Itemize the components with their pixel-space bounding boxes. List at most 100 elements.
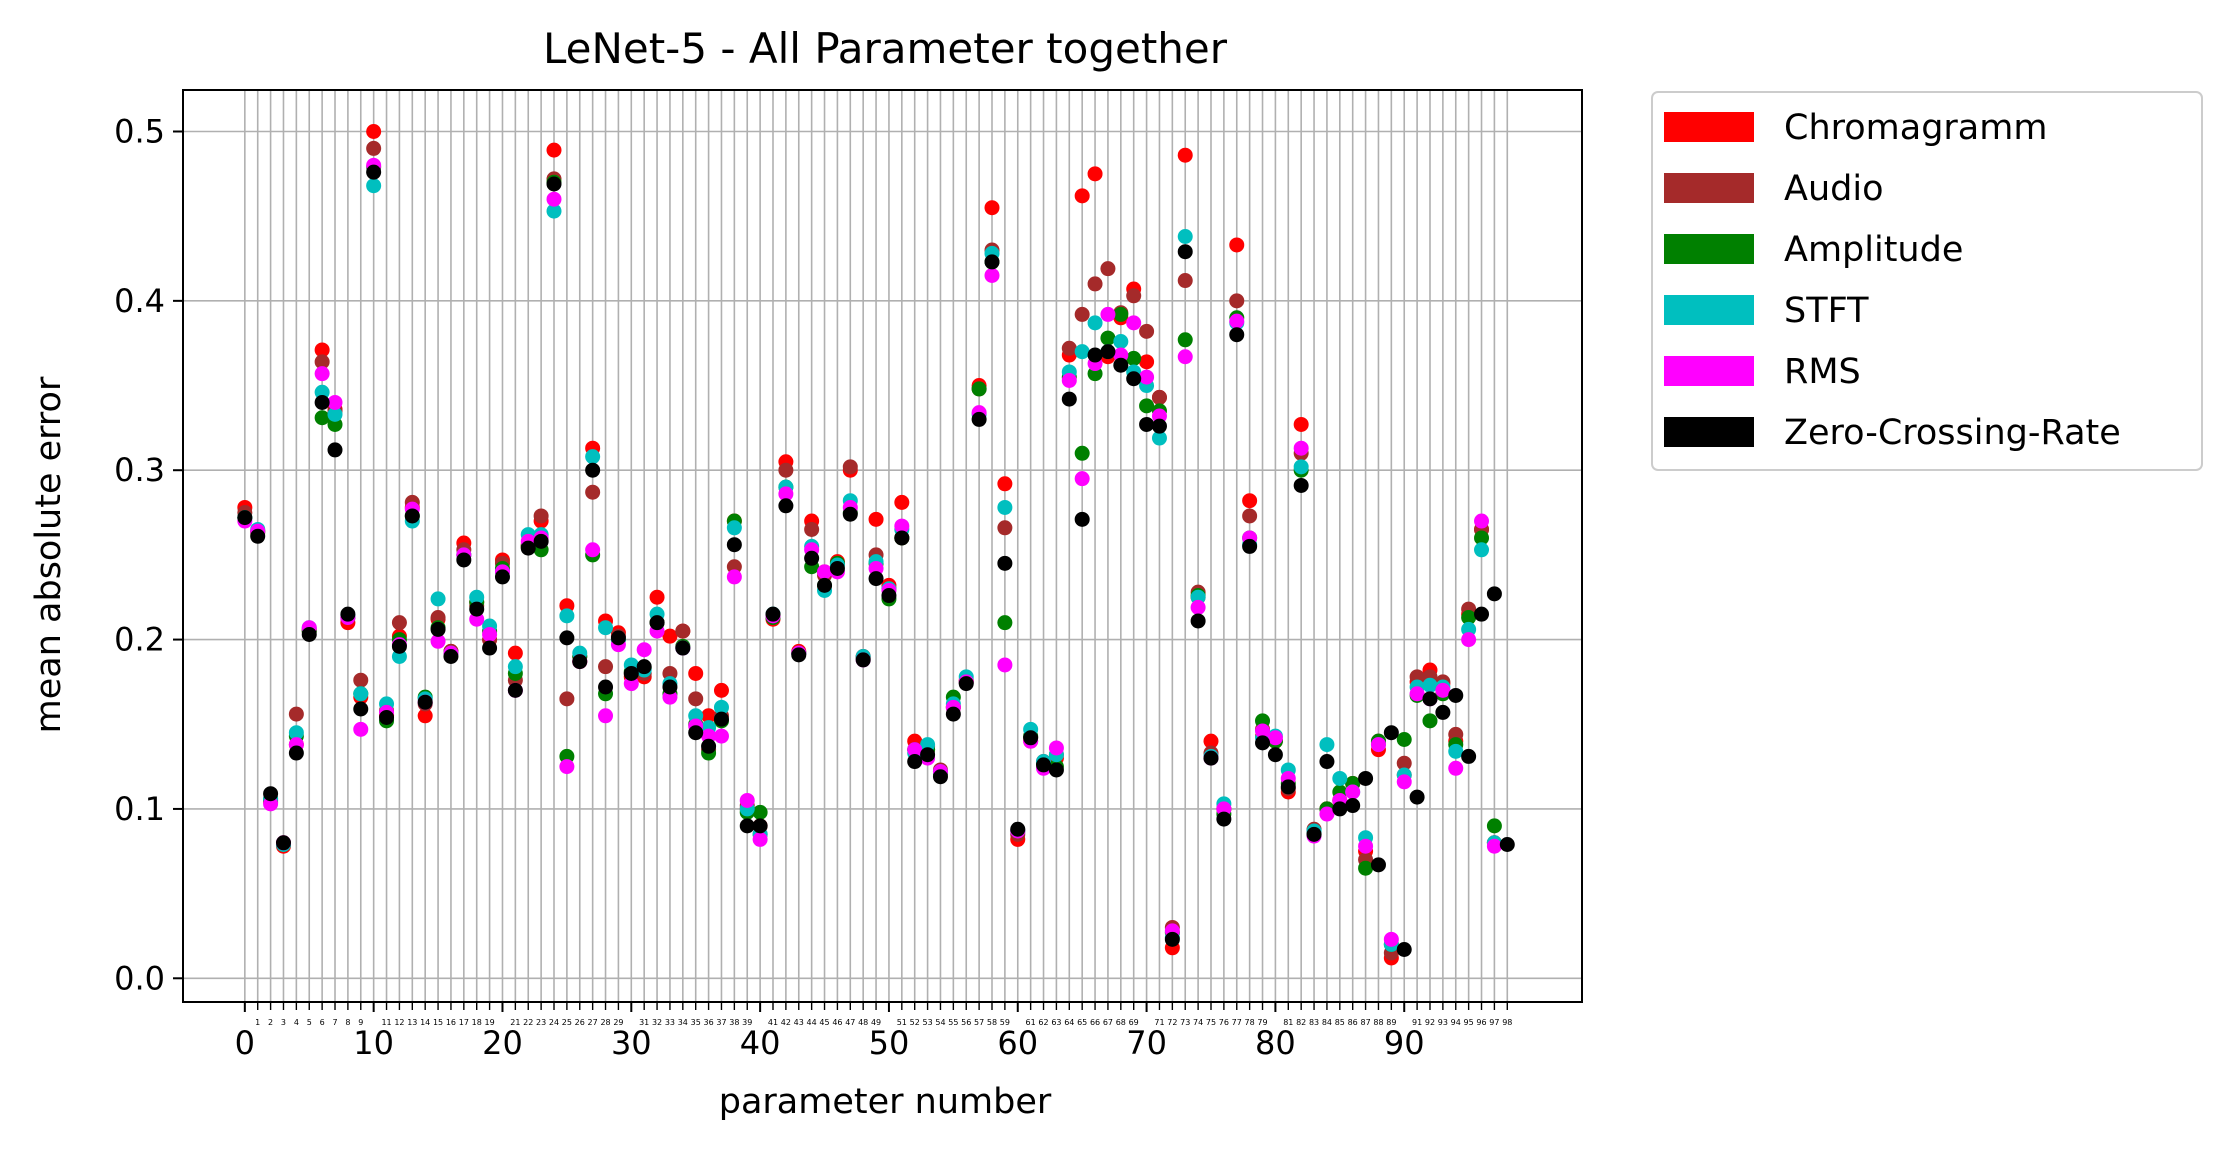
data-point bbox=[1048, 740, 1064, 756]
x-minor-tick-label: 27 bbox=[588, 1018, 598, 1027]
x-minor-tick-label: 87 bbox=[1360, 1018, 1370, 1027]
data-point bbox=[701, 708, 717, 724]
data-point bbox=[353, 672, 369, 688]
x-minor-tick-label: 85 bbox=[1335, 1018, 1345, 1027]
data-point bbox=[1074, 445, 1090, 461]
data-point bbox=[1435, 682, 1451, 698]
legend-label: STFT bbox=[1784, 291, 1869, 331]
x-minor-tick-label: 66 bbox=[1090, 1018, 1100, 1027]
x-minor-tick-label: 12 bbox=[394, 1018, 404, 1027]
data-point bbox=[507, 682, 523, 698]
data-point bbox=[1113, 333, 1129, 349]
data-point bbox=[404, 508, 420, 524]
x-minor-tick-label: 49 bbox=[871, 1018, 881, 1027]
x-minor-tick-label: 73 bbox=[1180, 1018, 1190, 1027]
data-point bbox=[1048, 762, 1064, 778]
x-minor-tick-label: 77 bbox=[1232, 1018, 1242, 1027]
x-minor-tick-label: 75 bbox=[1206, 1018, 1216, 1027]
data-point bbox=[494, 569, 510, 585]
data-point bbox=[533, 533, 549, 549]
data-point bbox=[559, 608, 575, 624]
data-point bbox=[1164, 931, 1180, 947]
data-point bbox=[817, 564, 833, 580]
data-point bbox=[598, 679, 614, 695]
data-point bbox=[1383, 931, 1399, 947]
data-point bbox=[907, 754, 923, 770]
data-point bbox=[469, 601, 485, 617]
data-point bbox=[726, 569, 742, 585]
x-minor-tick-label: 63 bbox=[1051, 1018, 1061, 1027]
data-point bbox=[713, 711, 729, 727]
data-point bbox=[1474, 513, 1490, 529]
data-point bbox=[1177, 273, 1193, 289]
data-point bbox=[1461, 610, 1477, 626]
data-point bbox=[752, 804, 768, 820]
data-point bbox=[1345, 798, 1361, 814]
x-minor-tick-label: 4 bbox=[294, 1018, 299, 1027]
data-point bbox=[971, 411, 987, 427]
data-point bbox=[868, 571, 884, 587]
data-point bbox=[275, 835, 291, 851]
data-point bbox=[1139, 369, 1155, 385]
data-point bbox=[997, 476, 1013, 492]
data-point bbox=[1242, 508, 1258, 524]
x-minor-tick-label: 6 bbox=[320, 1018, 325, 1027]
x-minor-tick-label: 56 bbox=[961, 1018, 971, 1027]
data-point bbox=[585, 484, 601, 500]
data-point bbox=[288, 706, 304, 722]
data-point bbox=[430, 621, 446, 637]
x-minor-tick-label: 23 bbox=[536, 1018, 546, 1027]
data-point bbox=[1319, 806, 1335, 822]
data-point bbox=[1332, 801, 1348, 817]
x-minor-tick-label: 62 bbox=[1038, 1018, 1048, 1027]
x-minor-tick-label: 33 bbox=[665, 1018, 675, 1027]
data-point bbox=[1074, 188, 1090, 204]
data-point bbox=[997, 520, 1013, 536]
data-point bbox=[559, 691, 575, 707]
data-point bbox=[391, 638, 407, 654]
x-minor-tick-label: 51 bbox=[897, 1018, 907, 1027]
grid-lines bbox=[183, 90, 1582, 1002]
data-point bbox=[1139, 416, 1155, 432]
data-point bbox=[1126, 315, 1142, 331]
legend-label: Chromagramm bbox=[1784, 108, 2047, 148]
data-point bbox=[482, 626, 498, 642]
x-minor-tick-label: 82 bbox=[1296, 1018, 1306, 1027]
chart-title: LeNet-5 - All Parameter together bbox=[543, 24, 1228, 73]
data-point bbox=[1255, 735, 1271, 751]
data-point bbox=[1113, 306, 1129, 322]
data-point bbox=[314, 354, 330, 370]
legend-swatch bbox=[1664, 417, 1754, 447]
data-point bbox=[1358, 860, 1374, 876]
data-point bbox=[1177, 244, 1193, 260]
x-minor-tick-label: 48 bbox=[858, 1018, 868, 1027]
data-point bbox=[984, 200, 1000, 216]
y-axis-label: mean absolute error bbox=[29, 376, 69, 733]
data-point bbox=[546, 176, 562, 192]
x-minor-tick-label: 58 bbox=[987, 1018, 997, 1027]
data-point bbox=[817, 577, 833, 593]
x-minor-tick-label: 8 bbox=[345, 1018, 350, 1027]
data-point bbox=[301, 626, 317, 642]
data-point bbox=[1255, 723, 1271, 739]
data-point bbox=[1332, 770, 1348, 786]
data-point bbox=[675, 623, 691, 639]
x-minor-tick-label: 42 bbox=[781, 1018, 791, 1027]
x-minor-tick-label: 98 bbox=[1502, 1018, 1512, 1027]
data-point bbox=[314, 394, 330, 410]
data-point bbox=[894, 518, 910, 534]
x-minor-tick-label: 21 bbox=[510, 1018, 520, 1027]
legend-box bbox=[1651, 91, 2203, 471]
legend-swatch bbox=[1664, 173, 1754, 203]
data-point bbox=[546, 191, 562, 207]
data-point bbox=[1177, 228, 1193, 244]
y-tick-label: 0.1 bbox=[114, 790, 165, 828]
x-minor-tick-label: 19 bbox=[485, 1018, 495, 1027]
data-point bbox=[1396, 941, 1412, 957]
data-point bbox=[1435, 704, 1451, 720]
x-minor-tick-label: 88 bbox=[1373, 1018, 1383, 1027]
data-point bbox=[314, 342, 330, 358]
data-point bbox=[1074, 344, 1090, 360]
data-point bbox=[1074, 511, 1090, 527]
data-point bbox=[1126, 288, 1142, 304]
